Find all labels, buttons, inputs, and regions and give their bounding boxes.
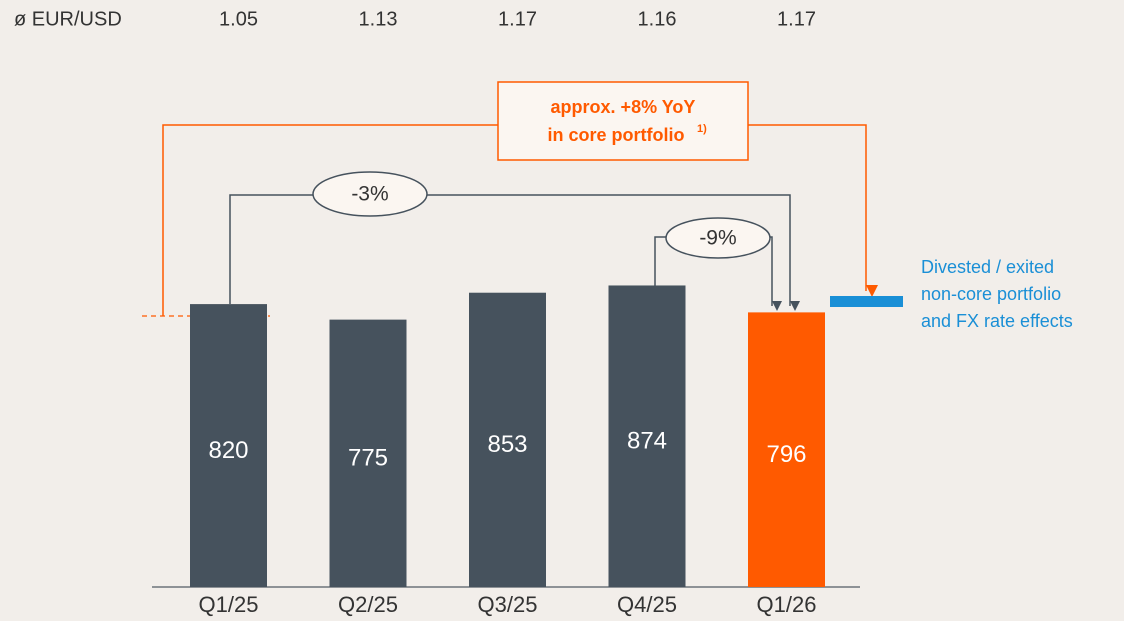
x-tick-label: Q1/25	[199, 592, 259, 617]
side-note-line: Divested / exited	[921, 257, 1054, 277]
change-bubble	[312, 171, 428, 217]
value-label: 796	[766, 441, 806, 468]
side-note-line: non-core portfolio	[921, 284, 1061, 304]
fx-rate: 1.17	[498, 8, 537, 30]
growth-text: in core portfolio	[548, 125, 685, 145]
value-label: 853	[487, 431, 527, 458]
change-label: -3%	[351, 183, 388, 206]
change-label: -9%	[699, 227, 736, 250]
fx-rate: 1.05	[219, 8, 258, 30]
growth-box	[497, 81, 749, 161]
x-tick-label: Q4/25	[617, 592, 677, 617]
bar	[608, 285, 686, 587]
fx-rates: 1.05 1.13 1.17 1.16 1.17	[219, 8, 816, 30]
fx-rate: 1.16	[638, 8, 677, 30]
change-bubble	[665, 217, 771, 259]
value-label: 775	[348, 445, 388, 472]
bar	[469, 292, 546, 587]
growth-text: approx. +8% YoY	[551, 97, 696, 117]
side-note-swatch	[830, 296, 903, 307]
value-label: 820	[208, 437, 248, 464]
fx-rate: 1.17	[777, 8, 816, 30]
x-tick-label: Q2/25	[338, 592, 398, 617]
connector	[162, 124, 498, 316]
connector	[654, 236, 666, 286]
value-label: 874	[627, 428, 667, 455]
footnote: 1)	[697, 123, 707, 135]
connector	[770, 236, 782, 311]
fx-rate: 1.13	[359, 8, 398, 30]
bar	[748, 312, 825, 587]
connector	[229, 194, 313, 304]
side-note: Divested / exited non-core portfolio and F…	[921, 257, 1073, 331]
connector	[427, 194, 800, 311]
bar	[190, 304, 267, 587]
x-tick-label: Q1/26	[757, 592, 817, 617]
side-note-line: and FX rate effects	[921, 311, 1073, 331]
fx-label: ø EUR/USD	[14, 8, 122, 30]
x-tick-label: Q3/25	[478, 592, 538, 617]
bar	[329, 319, 407, 587]
connector	[748, 124, 878, 297]
